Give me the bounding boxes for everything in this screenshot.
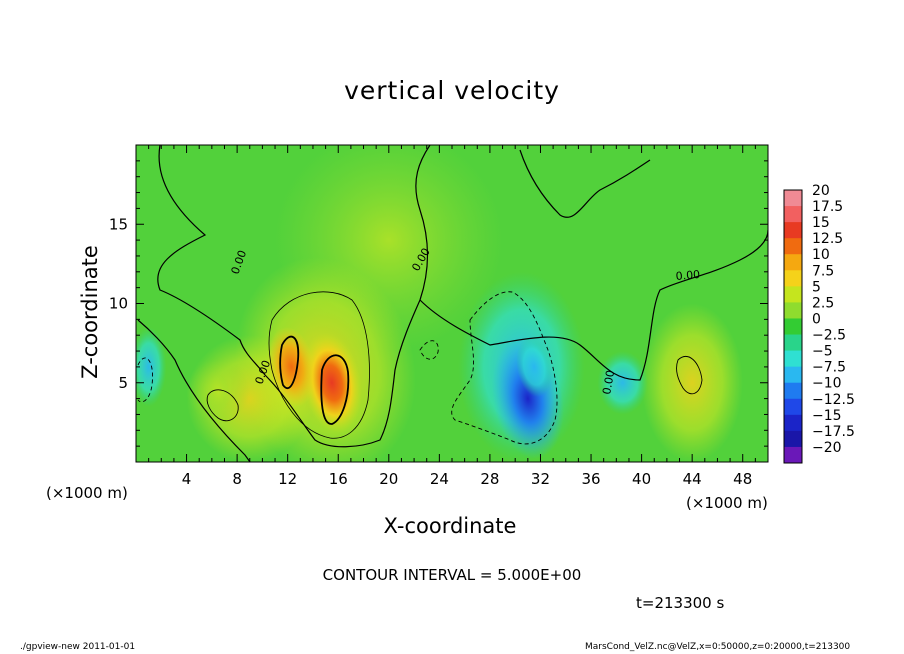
colorbar-label-11: −7.5 (812, 360, 846, 376)
colorbar-label-6: 5 (812, 279, 821, 295)
x-tick-label-12: 12 (278, 470, 297, 488)
colorbar-swatch-0 (784, 190, 802, 207)
colorbar-swatch-3 (784, 238, 802, 255)
colorbar-swatch-7 (784, 302, 802, 319)
colorbar-label-10: −5 (812, 344, 833, 360)
colorbar-label-16: −20 (812, 440, 842, 456)
footer-right: MarsCond_VelZ.nc@VelZ,x=0:50000,z=0:2000… (585, 642, 851, 652)
field-lime-left (186, 358, 250, 423)
contour-interval: CONTOUR INTERVAL = 5.000E+00 (322, 566, 582, 584)
x-tick-label-16: 16 (329, 470, 348, 488)
field-cyan-center (458, 271, 585, 462)
contour-label-2: 0.00 (409, 246, 433, 274)
field-yellow-center (235, 257, 416, 462)
x-axis-label: X-coordinate (383, 514, 517, 538)
colorbar-swatch-8 (784, 318, 802, 336)
colorbar-swatch-16 (784, 446, 802, 464)
contour-pos-5a (279, 335, 300, 390)
x-axis-unit-left: (×1000 m) (46, 484, 128, 502)
chart-title: vertical velocity (344, 76, 560, 105)
colorbar-swatch-1 (784, 206, 802, 223)
y-tick-label-10: 10 (109, 295, 128, 313)
colorbar-swatch-11 (784, 366, 802, 384)
x-tick-label-28: 28 (480, 470, 499, 488)
x-tick-label-40: 40 (632, 470, 651, 488)
contour-pos-5b (320, 354, 350, 425)
colorbar-swatch-4 (784, 254, 802, 271)
colorbar-label-0: 20 (812, 183, 830, 199)
x-tick-label-20: 20 (379, 470, 398, 488)
colorbar-swatch-5 (784, 270, 802, 287)
contour-layer (137, 145, 768, 462)
x-tick-label-44: 44 (683, 470, 702, 488)
x-tick-label-24: 24 (430, 470, 449, 488)
colorbar-swatch-13 (784, 398, 802, 416)
field-layer (136, 145, 743, 462)
colorbar-label-4: 10 (812, 247, 830, 263)
contour-zero-2 (137, 319, 251, 462)
plot-frame (135, 144, 769, 463)
footer-left: ./gpview-new 2011-01-01 (20, 642, 136, 652)
field-yellow-right (641, 303, 743, 462)
colorbar-label-9: −2.5 (812, 328, 846, 344)
anomaly-3 (516, 336, 553, 398)
colorbar-swatch-6 (784, 286, 802, 303)
y-tick-label-15: 15 (109, 215, 128, 233)
colorbar-swatch-10 (784, 350, 802, 368)
colorbar-label-13: −12.5 (812, 392, 855, 408)
contour-label-3: 0.00 (600, 369, 617, 395)
anomaly-1 (267, 326, 316, 408)
contour-pos-left (206, 389, 239, 422)
field-cyan-edge (136, 327, 167, 407)
colorbar-swatch-15 (784, 430, 802, 448)
colorbar-label-14: −15 (812, 408, 842, 424)
contour-zero-3 (419, 229, 768, 381)
contour-zero-1 (157, 145, 431, 448)
colorbar-label-1: 17.5 (812, 199, 843, 215)
contour-neg-edge (137, 357, 153, 403)
field-yellow-left (186, 335, 313, 462)
colorbar-label-3: 12.5 (812, 231, 843, 247)
contour-zero-4 (519, 149, 651, 218)
contour-pos-2 (268, 291, 370, 439)
plot-background (136, 145, 768, 462)
contour-pos-right (676, 355, 703, 395)
x-tick-label-48: 48 (733, 470, 752, 488)
x-axis-unit-right: (×1000 m) (686, 494, 768, 512)
field-lime-upper (275, 145, 503, 352)
x-tick-label-8: 8 (232, 470, 242, 488)
anomaly-4 (206, 370, 231, 411)
contour-label-1: 0.00 (229, 249, 250, 276)
colorbar-swatch-9 (784, 334, 802, 352)
anomaly-0 (301, 332, 362, 433)
contour-label-0: 0.00 (253, 359, 274, 386)
contour-neg-small (419, 340, 439, 360)
colorbar-swatch-2 (784, 222, 802, 239)
colorbar-frame (783, 189, 803, 464)
colorbar-label-15: −17.5 (812, 424, 855, 440)
contour-label-4: 0.00 (675, 268, 701, 283)
x-tick-label-32: 32 (531, 470, 550, 488)
colorbar-label-2: 15 (812, 215, 830, 231)
colorbar-swatch-12 (784, 382, 802, 400)
time-stamp: t=213300 s (636, 594, 725, 612)
y-tick-label-5: 5 (118, 374, 128, 392)
colorbar-label-12: −10 (812, 376, 842, 392)
x-tick-label-36: 36 (581, 470, 600, 488)
colorbar-label-7: 2.5 (812, 295, 834, 311)
colorbar-swatch-14 (784, 414, 802, 432)
colorbar-label-5: 7.5 (812, 263, 834, 279)
field-cyan-right (597, 351, 648, 415)
x-tick-label-4: 4 (182, 470, 192, 488)
contour-neg-center (451, 291, 558, 445)
colorbar-label-8: 0 (812, 311, 821, 327)
y-axis-label: Z-coordinate (78, 245, 102, 379)
anomaly-2 (491, 338, 564, 459)
